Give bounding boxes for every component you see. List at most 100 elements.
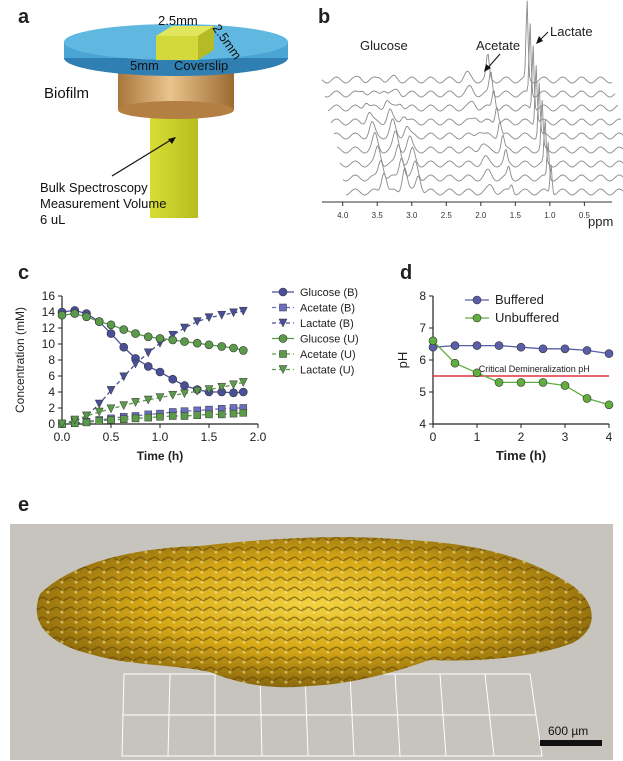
data-point [217,382,227,392]
data-point [450,341,460,350]
label-bulk-line2: Measurement Volume [40,196,166,211]
legend-label: Unbuffered [495,310,559,325]
data-point [168,335,178,345]
data-point [582,346,592,355]
data-point [156,413,164,421]
data-point [229,308,238,318]
ppm-tick-label: 4.0 [337,211,349,220]
data-point [94,399,104,409]
data-point [119,325,129,334]
y-tick-label: 0 [48,417,55,431]
data-point [155,367,165,377]
data-point [57,419,67,429]
data-point [82,411,91,421]
data-point [168,412,177,420]
data-point [538,378,548,387]
data-point [278,318,288,328]
spectrum-trace [330,65,622,126]
y-tick-label: 4 [48,385,55,399]
data-point [238,378,248,387]
data-point [560,344,570,354]
data-point [131,329,140,338]
peak-label-glucose: Glucose [360,38,408,53]
data-point [229,380,238,390]
spectrum-trace [345,164,623,196]
x-tick-label: 1.0 [152,430,169,444]
data-point [229,388,238,398]
data-point [516,378,526,387]
panel-letter-d: d [400,262,413,284]
series-line [61,310,244,425]
series-line [61,312,244,352]
series-0 [428,341,614,358]
series-4 [58,409,248,428]
data-point [204,385,214,395]
data-point [450,358,460,368]
series-line [61,412,244,425]
label-diameter: 5mm [130,58,159,73]
x-tick-label: 0 [430,430,437,444]
peak-label-lactate: Lactate [550,24,593,39]
y-tick-label: 2 [48,401,55,415]
data-point [472,341,482,350]
y-tick-label: 10 [42,337,56,351]
ppm-tick-label: 1.0 [544,211,556,220]
bulk-volume-column [150,108,198,218]
data-point [239,346,248,355]
ppm-tick-label: 2.5 [441,211,453,220]
ppm-unit: ppm [588,214,613,229]
spectrum-trace [333,82,623,140]
series-1 [428,336,614,410]
data-point [168,374,178,384]
x-tick-label: 0.5 [103,430,120,444]
data-point [193,411,201,419]
y-tick-label: 12 [42,321,56,335]
data-point [180,337,189,346]
data-point [94,407,104,417]
data-point [192,317,202,327]
ppm-tick-label: 0.5 [579,211,591,220]
data-point [472,313,482,323]
series-5 [57,378,248,429]
x-tick-label: 0.0 [54,430,71,444]
data-point [229,343,238,353]
legend: Glucose (B) Acetate (B) Lactate (B) Glucose… [272,287,359,377]
y-tick-label: 8 [48,353,55,367]
data-point [239,387,248,397]
spectrum-trace [321,0,613,84]
data-point [106,386,116,395]
data-point [278,365,288,375]
legend-label: Lactate (B) [300,318,354,330]
data-point [239,409,248,417]
data-point [278,334,288,343]
data-point [155,393,165,403]
legend: Buffered Unbuffered [465,292,559,325]
data-point [192,338,202,348]
data-point [204,340,214,350]
data-point [143,332,153,342]
data-point [279,350,287,358]
data-point [229,409,238,418]
biofilm-3d-render: 600 µm [10,524,613,760]
data-point [604,400,614,410]
y-tick-label: 14 [42,305,56,319]
legend-label: Acetate (U) [300,349,356,361]
data-point [168,330,178,340]
scale-grid [121,673,543,757]
biofilm-schematic: 2.5mm 2.5mm 5mm Coverslip Biofilm Bulk S… [40,13,288,227]
series-line [61,381,244,425]
panel-letter-c: c [18,262,30,284]
y-tick-label: 7 [419,321,426,335]
label-biofilm: Biofilm [44,85,89,102]
data-point [192,386,202,396]
data-point [582,394,592,403]
bulk-arrow [111,137,175,177]
spectrum-trace [336,100,623,154]
y-axis-label: Concentration (mM) [13,307,27,413]
data-point [131,414,140,423]
nmr-spectra: 4.0 3.5 3.0 2.5 2.0 1.5 1.0 0.5 Glucose Acetate… [321,0,623,229]
series-line [61,407,244,425]
data-point [95,417,103,425]
legend-label: Buffered [495,292,544,307]
scale-bar-label: 600 µm [548,724,588,738]
